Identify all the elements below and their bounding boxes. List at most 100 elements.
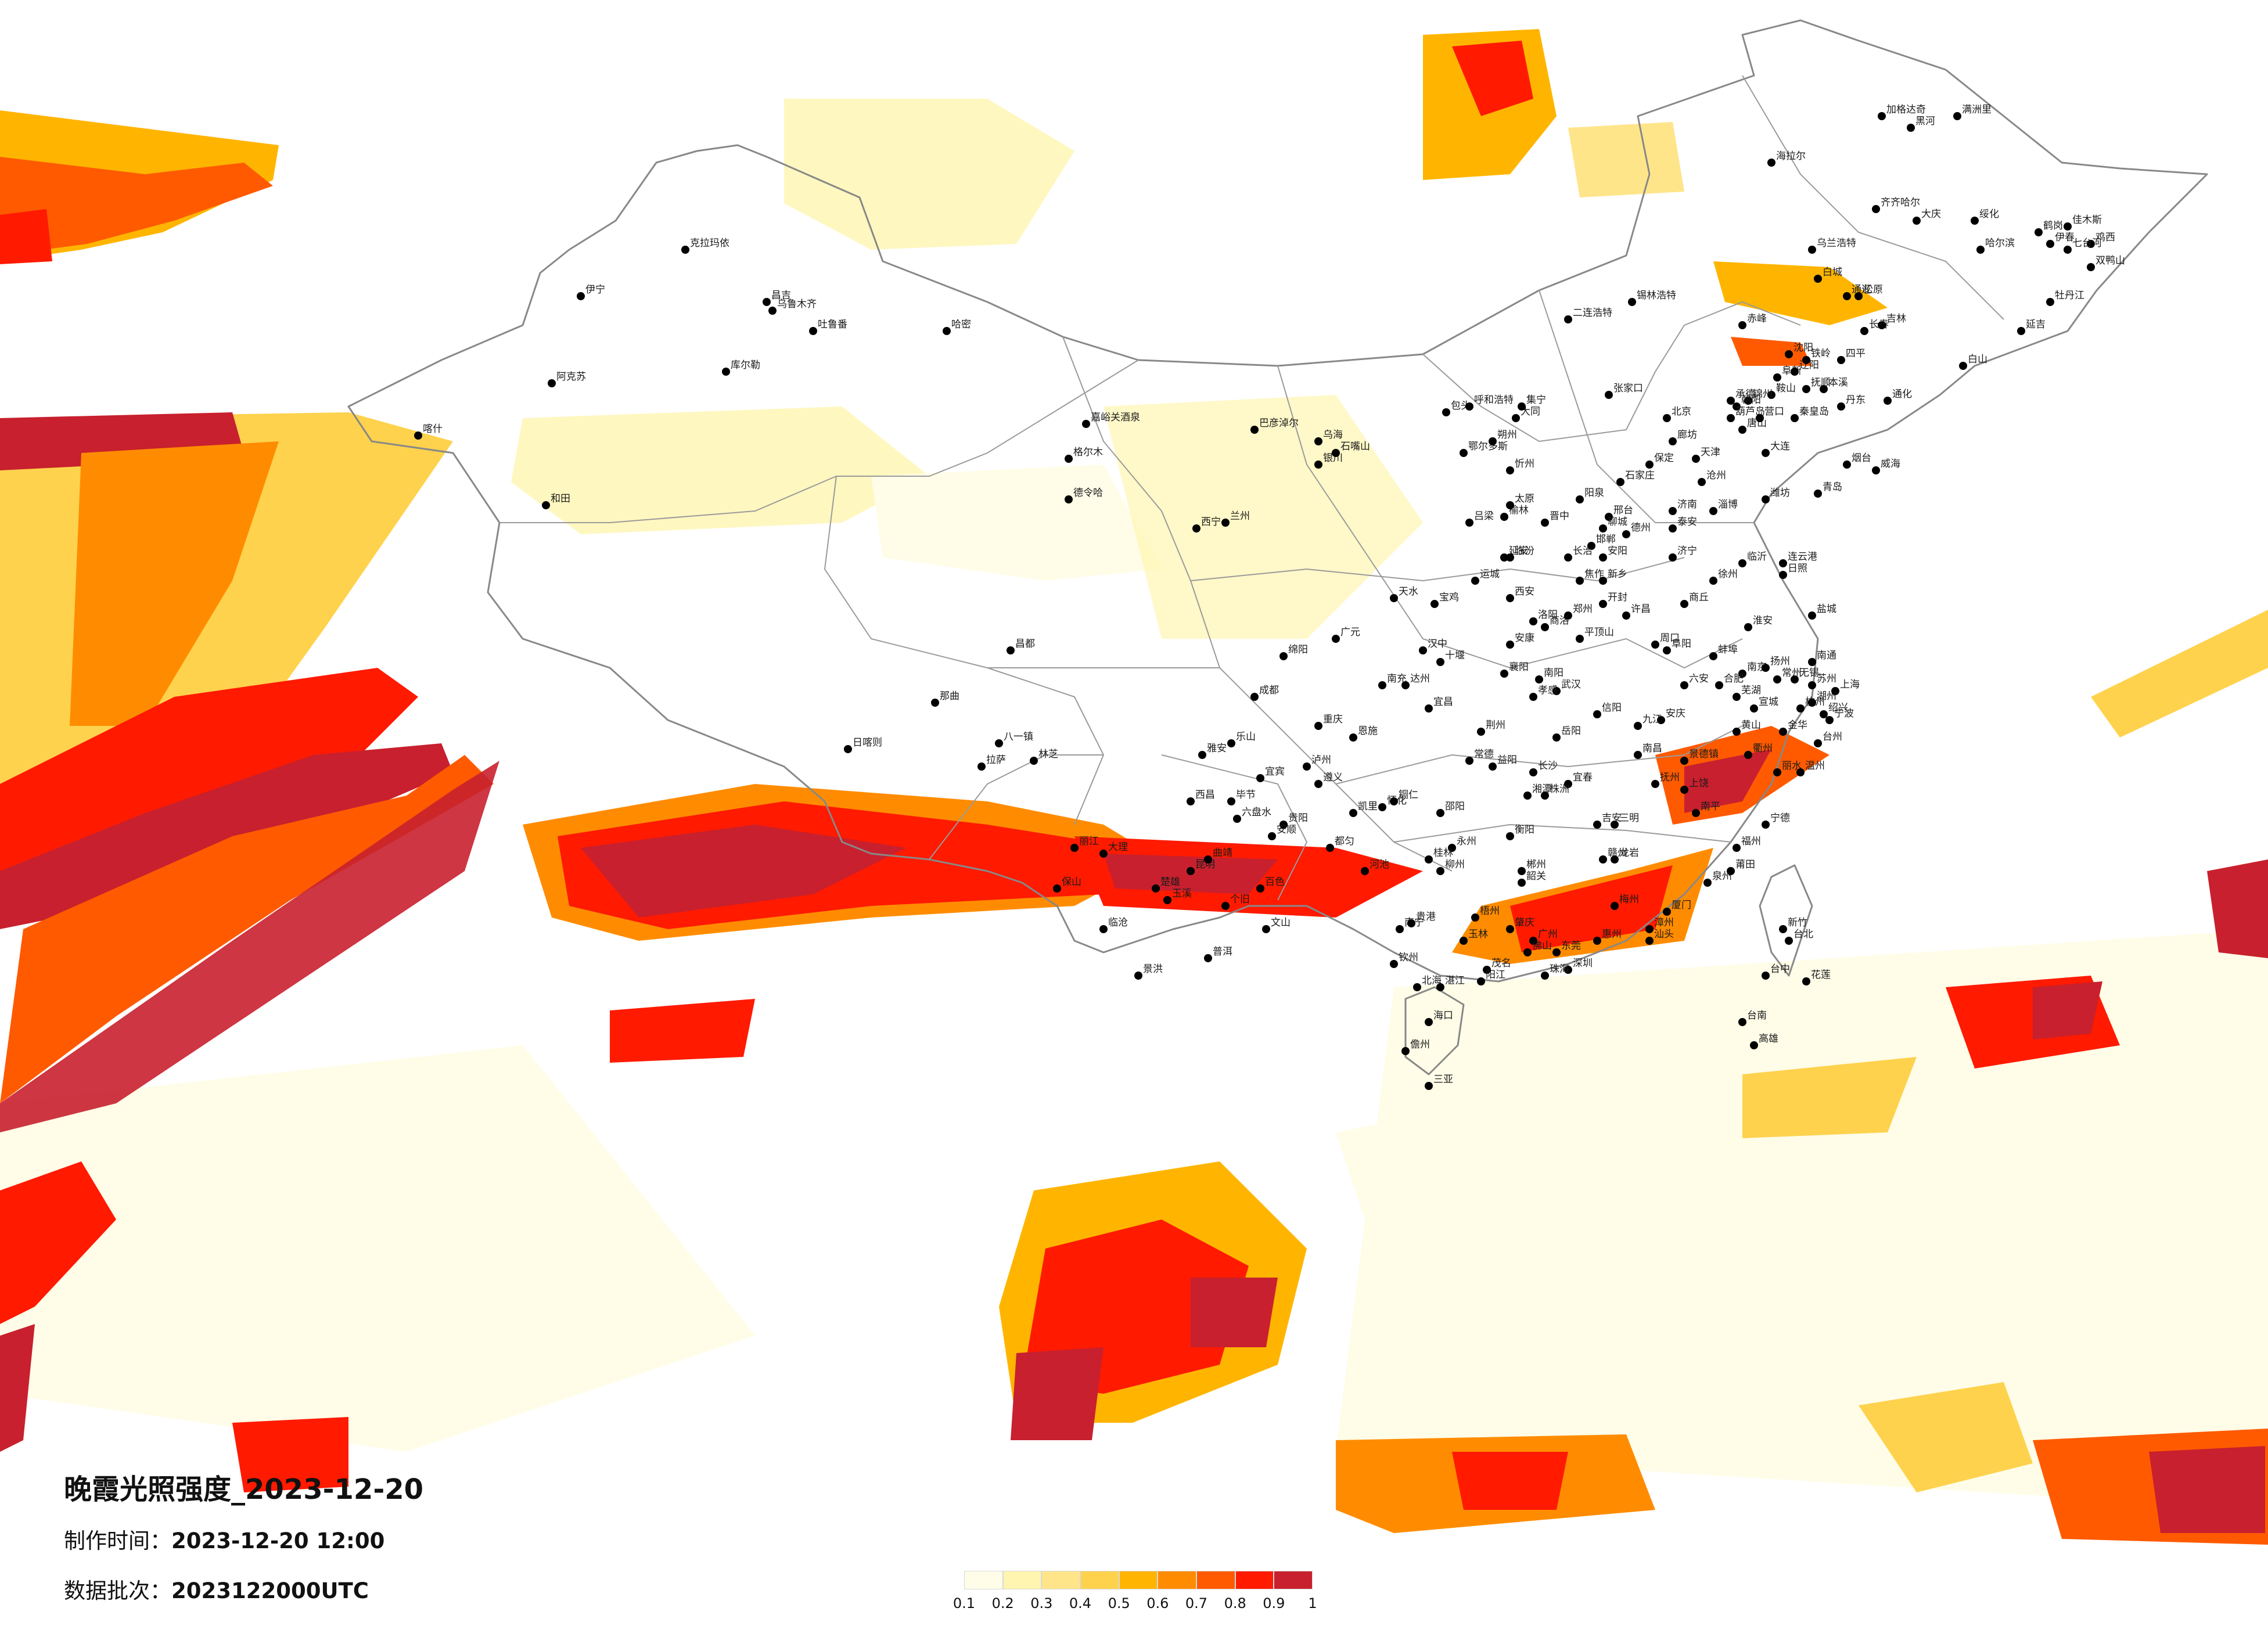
city-dot: [2046, 240, 2054, 248]
city-marker: 日喀则: [844, 737, 882, 753]
city-label: 二连浩特: [1573, 307, 1612, 319]
city-dot: [1314, 461, 1322, 469]
city-marker: 哈密: [943, 319, 971, 335]
city-marker: 许昌: [1622, 603, 1651, 620]
city-dot: [1221, 519, 1230, 527]
city-dot: [1256, 774, 1264, 782]
city-label: 延安: [1509, 545, 1529, 557]
city-dot: [1541, 519, 1549, 527]
city-dot: [1703, 879, 1712, 887]
city-marker: 六盘水: [1233, 807, 1271, 823]
city-label: 运城: [1480, 569, 1500, 580]
city-dot: [1907, 124, 1915, 132]
city-dot: [1727, 414, 1735, 422]
city-label: 吉安: [1602, 812, 1622, 824]
city-marker: 扬州: [1762, 656, 1790, 672]
legend-swatch: [1080, 1571, 1119, 1589]
city-dot: [1599, 553, 1607, 562]
city-marker: 连云港: [1779, 551, 1817, 567]
city-dot: [1779, 728, 1787, 736]
city-label: 平顶山: [1584, 627, 1614, 638]
city-label: 丹东: [1846, 394, 1866, 406]
city-marker: 茂名: [1483, 958, 1511, 974]
city-marker: 包头: [1442, 400, 1471, 416]
city-label: 抚州: [1660, 772, 1680, 783]
city-marker: 泰安: [1669, 516, 1697, 533]
city-marker: 丹东: [1837, 394, 1866, 411]
city-marker: 忻州: [1506, 458, 1534, 474]
city-label: 乌海: [1323, 429, 1343, 441]
city-label: 黑河: [1915, 116, 1935, 127]
city-dot: [1837, 356, 1845, 364]
city-dot: [1884, 397, 1892, 405]
city-label: 百色: [1265, 876, 1285, 888]
city-label: 锡林浩特: [1637, 290, 1676, 301]
city-label: 克拉玛依: [690, 238, 729, 249]
city-dot: [1814, 490, 1822, 498]
city-label: 楚雄: [1160, 876, 1180, 888]
city-marker: 锡林浩特: [1628, 290, 1676, 306]
city-marker: 本溪: [1820, 377, 1848, 393]
city-dot: [1506, 832, 1514, 840]
city-label: 商丘: [1689, 592, 1709, 603]
city-marker: 漳州: [1645, 917, 1674, 933]
city-marker: 海拉尔: [1767, 150, 1806, 167]
city-marker: 铁岭: [1802, 348, 1831, 364]
city-marker: 上饶: [1680, 778, 1709, 794]
city-label: 济宁: [1677, 545, 1697, 557]
city-label: 九江: [1642, 714, 1662, 725]
city-marker: 郑州: [1564, 603, 1593, 620]
city-marker: 天水: [1390, 586, 1418, 602]
city-marker: 沧州: [1698, 470, 1726, 486]
city-dot: [1233, 815, 1241, 823]
city-dot: [577, 292, 585, 300]
city-dot: [1733, 402, 1741, 411]
city-label: 昌都: [1015, 638, 1035, 650]
city-dot: [1460, 449, 1468, 457]
city-label: 柳州: [1445, 859, 1465, 870]
city-label: 安康: [1515, 632, 1534, 644]
city-marker: 六安: [1680, 673, 1709, 689]
city-label: 广州: [1538, 929, 1558, 940]
city-label: 台南: [1747, 1010, 1767, 1021]
city-label: 济南: [1677, 499, 1697, 510]
city-marker: 益阳: [1489, 754, 1517, 771]
city-dot: [1860, 327, 1868, 335]
city-dot: [1204, 855, 1212, 864]
city-marker: 葫芦岛: [1727, 406, 1765, 422]
city-dot: [1065, 455, 1073, 463]
city-dot: [1576, 577, 1584, 585]
city-marker: 南充: [1378, 673, 1407, 689]
city-label: 延吉: [2026, 319, 2046, 330]
city-dot: [1791, 368, 1799, 376]
city-label: 和田: [551, 493, 570, 505]
city-marker: 天津: [1692, 447, 1720, 463]
city-dot: [1535, 675, 1543, 684]
city-dot: [1767, 159, 1775, 167]
city-marker: 伊宁: [577, 284, 605, 300]
city-dot: [1773, 768, 1781, 776]
city-dot: [1872, 466, 1880, 474]
city-dot: [1332, 635, 1340, 643]
city-dot: [1831, 687, 1839, 695]
city-dot: [1727, 397, 1735, 405]
city-marker: 徐州: [1709, 569, 1738, 585]
city-dot: [1541, 972, 1549, 980]
city-marker: 安康: [1506, 632, 1534, 649]
city-dot: [1204, 954, 1212, 962]
city-label: 葫芦岛: [1735, 406, 1765, 418]
city-dot: [1378, 803, 1386, 811]
city-label: 河池: [1370, 859, 1389, 870]
city-marker: 宝鸡: [1430, 592, 1459, 608]
city-dot: [1709, 652, 1717, 660]
city-marker: 常德: [1465, 749, 1494, 765]
city-dot: [1744, 623, 1752, 631]
city-dot: [1611, 821, 1619, 829]
city-marker: 宜宾: [1256, 766, 1285, 782]
city-dot: [1465, 757, 1473, 765]
city-marker: 邢台: [1605, 505, 1633, 521]
city-label: 益阳: [1497, 754, 1517, 766]
city-label: 林芝: [1038, 749, 1058, 760]
city-marker: 保山: [1053, 876, 1081, 893]
city-marker: 广元: [1332, 627, 1360, 643]
